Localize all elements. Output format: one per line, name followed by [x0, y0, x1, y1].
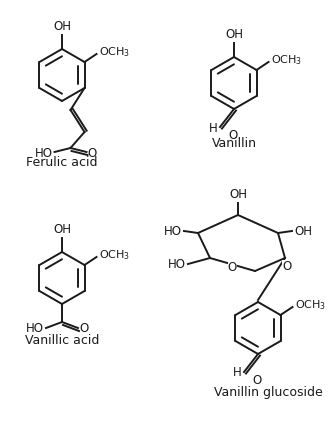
Text: HO: HO	[34, 146, 53, 159]
Text: O: O	[252, 374, 261, 387]
Text: OH: OH	[53, 20, 71, 33]
Text: Vanillic acid: Vanillic acid	[25, 334, 99, 347]
Text: H: H	[209, 121, 218, 135]
Text: OCH$_3$: OCH$_3$	[295, 298, 326, 312]
Text: OH: OH	[53, 223, 71, 236]
Text: HO: HO	[168, 258, 186, 270]
Text: HO: HO	[26, 322, 44, 335]
Text: OH: OH	[229, 188, 247, 201]
Text: HO: HO	[164, 225, 182, 237]
Text: OCH$_3$: OCH$_3$	[99, 45, 130, 59]
Text: O: O	[228, 261, 237, 274]
Text: OCH$_3$: OCH$_3$	[99, 248, 130, 262]
Text: OCH$_3$: OCH$_3$	[270, 53, 302, 67]
Text: Vanillin glucoside: Vanillin glucoside	[213, 386, 322, 399]
Text: OH: OH	[225, 28, 243, 41]
Text: H: H	[233, 366, 242, 379]
Text: Vanillin: Vanillin	[212, 137, 257, 150]
Text: O: O	[228, 129, 237, 142]
Text: O: O	[79, 322, 88, 335]
Text: Ferulic acid: Ferulic acid	[26, 156, 98, 169]
Text: O: O	[282, 259, 292, 272]
Text: OH: OH	[294, 225, 312, 237]
Text: O: O	[87, 146, 97, 159]
